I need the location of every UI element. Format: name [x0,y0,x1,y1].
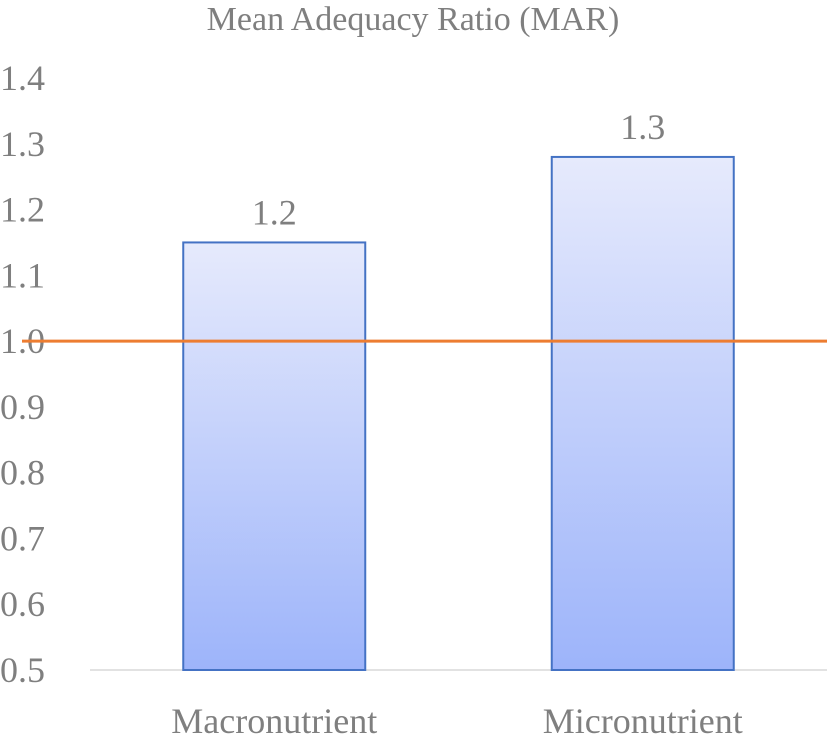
chart-title: Mean Adequacy Ratio (MAR) [207,1,620,38]
bars [182,155,735,671]
y-tick-label: 0.8 [0,453,45,493]
y-tick-label: 0.9 [0,387,45,427]
y-tick-label: 0.7 [0,518,45,558]
category-label: Macronutrient [171,701,377,737]
bar [550,155,735,671]
data-labels: 1.2 1.3 [252,107,666,233]
category-label: Micronutrient [543,701,743,737]
data-label: 1.2 [252,192,297,232]
y-tick-label: 1.2 [0,190,45,230]
x-axis: Macronutrient Micronutrient [171,701,742,737]
y-tick-label: 0.5 [0,650,45,690]
y-axis: 0.50.60.70.80.91.01.11.21.31.4 [0,58,45,690]
bar [182,241,367,671]
y-tick-label: 1.3 [0,124,45,164]
y-tick-label: 1.1 [0,255,45,295]
y-tick-label: 1.4 [0,58,45,98]
y-tick-label: 0.6 [0,584,45,624]
data-label: 1.3 [620,107,665,147]
